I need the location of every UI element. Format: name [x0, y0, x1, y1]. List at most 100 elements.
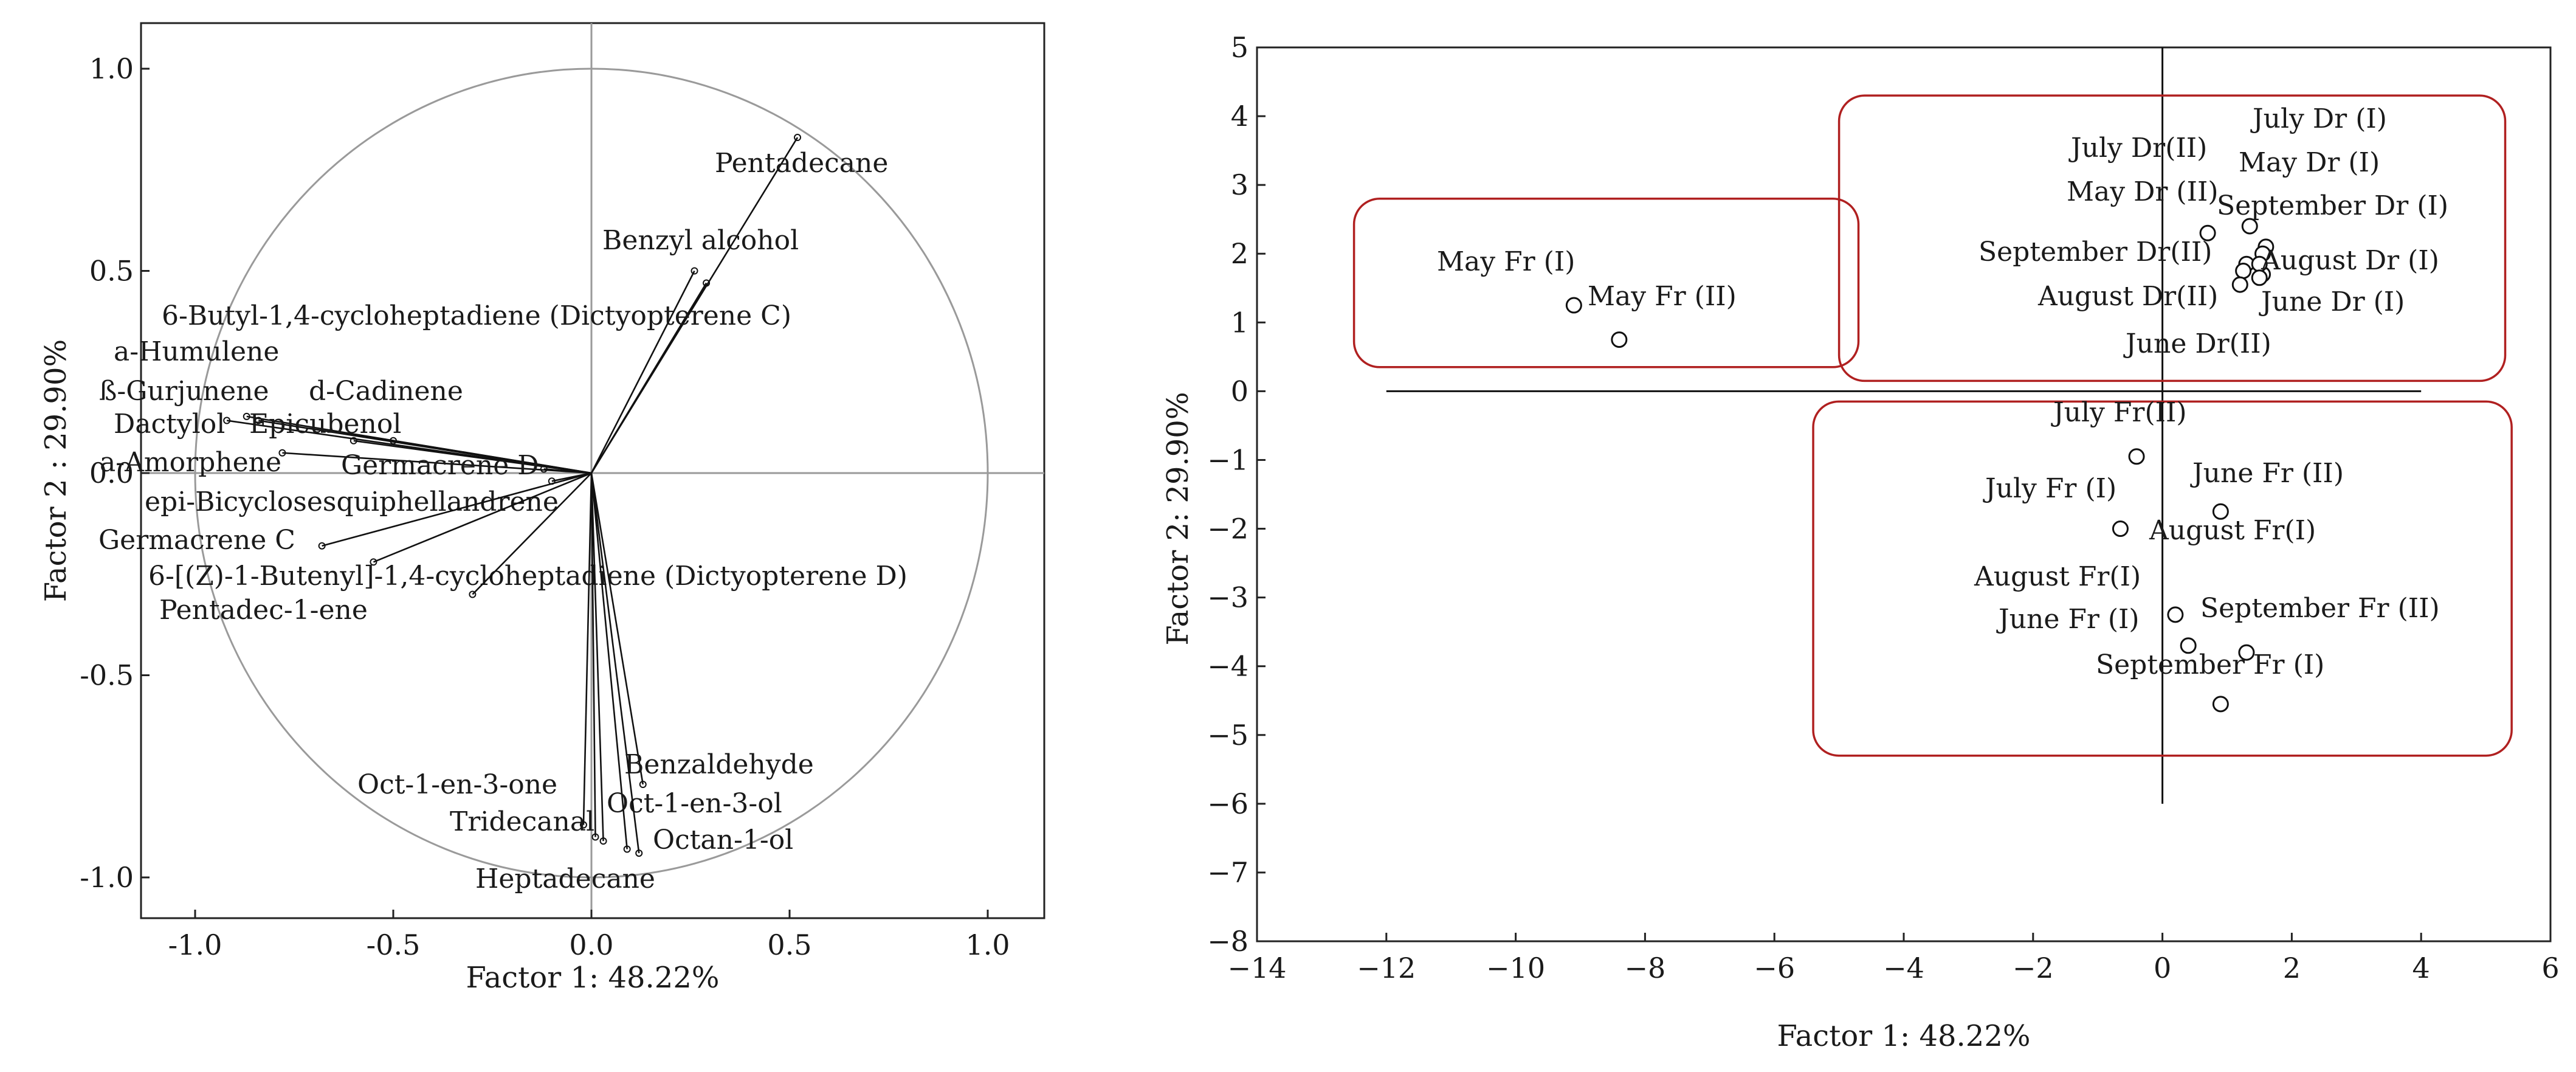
vector-label: d-Cadinene [309, 376, 463, 407]
point-label: August Dr (I) [2261, 245, 2439, 276]
group-outline [1352, 198, 1860, 368]
vector-label: Dactylol [114, 409, 225, 440]
loading-vector [322, 472, 592, 547]
y-tick-label: 4 [1231, 100, 1248, 133]
vector-tip [350, 437, 357, 444]
vector-label: 6-Butyl-1,4-cycloheptadiene (Dictyoptere… [162, 300, 791, 331]
y-tick-label: −7 [1207, 856, 1248, 889]
vector-tip [370, 558, 377, 566]
y-tick-label: −4 [1207, 650, 1248, 683]
score-point [2212, 696, 2229, 713]
loadings-panel: -1.0 -0.5 0.0 0.5 1.0 1.0 0.5 0.0 -0.5 -1.0 Factor… [39, 22, 1045, 995]
vector-label: 6-[(Z)-1-Butenyl]-1,4-cycloheptadiene (D… [148, 561, 907, 592]
vector-tip [703, 279, 711, 287]
point-label: September Dr(II) [1978, 237, 2212, 268]
vector-tip [318, 542, 326, 550]
vector-label: Epicubenol [249, 409, 401, 440]
y-tick-label: 0.5 [89, 255, 134, 288]
point-label: September Fr (I) [2096, 649, 2324, 680]
x-axis-label: Factor 1: 48.22% [466, 961, 720, 995]
vector-label: Octan-1-ol [653, 825, 793, 856]
score-point [2235, 263, 2252, 279]
score-point [2238, 644, 2255, 661]
y-tick-label: -0.5 [80, 659, 134, 692]
point-label: July Fr (I) [1983, 473, 2116, 504]
loading-vector [590, 270, 695, 474]
vector-tip [469, 590, 477, 598]
y-tick-label: 5 [1231, 31, 1248, 64]
vector-tip [390, 437, 397, 444]
y-tick-label: −1 [1207, 443, 1248, 476]
score-point [1565, 297, 1582, 314]
scores-panel: −14 −12 −10 −8 −6 −4 −2 0 2 4 6 5 4 3 2 1 0 −1 −2 −3 −4 −5 −6 −… [1161, 31, 2560, 1053]
x-tick-label: -0.5 [367, 928, 421, 961]
y-tick-label: −2 [1207, 513, 1248, 545]
point-label: August Fr(I) [2149, 515, 2316, 546]
x-tick-label: −14 [1227, 952, 1286, 984]
loading-vector [226, 420, 592, 474]
vector-tip [623, 845, 631, 853]
vector-label: Heptadecane [475, 863, 655, 894]
point-label: July Dr (I) [2250, 103, 2387, 134]
y-tick-label: 0.0 [89, 457, 134, 489]
loading-vector [590, 472, 604, 842]
point-label: June Dr (I) [2259, 286, 2405, 317]
point-label: May Fr (II) [1588, 281, 1737, 312]
loading-vector [582, 472, 593, 825]
loading-vector [393, 440, 592, 474]
y-tick-label: −6 [1207, 787, 1248, 820]
vector-label: Benzaldehyde [624, 749, 814, 780]
score-point [2167, 606, 2184, 623]
vector-tip [278, 449, 286, 457]
vector-label: a-Humulene [114, 336, 279, 367]
score-point [2231, 276, 2248, 293]
vector-label: ß-Gurjunene [99, 376, 269, 407]
y-tick-label: −8 [1207, 925, 1248, 958]
vector-tip [639, 781, 647, 789]
vector-tip [635, 849, 643, 857]
point-label: May Dr (I) [2239, 147, 2380, 178]
point-label: May Dr (II) [2067, 176, 2219, 207]
vector-label: Oct-1-en-3-one [357, 769, 557, 800]
score-point [2180, 637, 2197, 654]
y-tick-label: −5 [1207, 719, 1248, 752]
y-tick-label: 3 [1231, 168, 1248, 201]
y-axis-label: Factor 2: 29.90% [1161, 392, 1195, 646]
y-tick-label: -1.0 [80, 861, 134, 894]
vector-tip [255, 417, 263, 424]
score-point [2212, 503, 2229, 520]
x-tick-label: 4 [2412, 952, 2430, 984]
vector-label: Pentadec-1-ene [159, 595, 368, 626]
point-label: June Dr(II) [2123, 328, 2271, 359]
x-tick-label: −4 [1883, 952, 1924, 984]
vector-tip [794, 134, 802, 142]
y-axis-label: Factor 2 : 29.90% [39, 339, 73, 602]
vector-tip [599, 837, 607, 845]
plot-frame [1256, 46, 2552, 942]
loading-vector [590, 472, 644, 785]
x-tick-label: 2 [2283, 952, 2301, 984]
loading-vector [590, 472, 640, 854]
score-point [1611, 331, 1628, 348]
score-point [2112, 520, 2129, 538]
y-tick-label: 1.0 [89, 52, 134, 85]
x-tick-label: −10 [1486, 952, 1545, 984]
score-point [2251, 269, 2268, 286]
vector-label: Tridecanal [450, 806, 594, 837]
loading-vector [590, 472, 628, 849]
point-label: September Dr (I) [2217, 190, 2448, 221]
point-label: July Dr(II) [2068, 133, 2207, 164]
point-label: June Fr (II) [2190, 458, 2344, 489]
point-label: May Fr (I) [1437, 246, 1575, 277]
loading-vector [373, 472, 592, 563]
x-tick-label: −12 [1357, 952, 1416, 984]
vector-label: Oct-1-en-3-ol [607, 788, 782, 819]
x-tick-label: −2 [2013, 952, 2054, 984]
vector-tip [223, 417, 231, 424]
plot-frame [140, 22, 1045, 919]
vector-label: epi-Bicyclosesquiphellandrene [145, 486, 559, 517]
vector-label: Germacrene D [341, 450, 539, 481]
x-tick-label: 6 [2541, 952, 2559, 984]
x-tick-label: -1.0 [168, 928, 222, 961]
